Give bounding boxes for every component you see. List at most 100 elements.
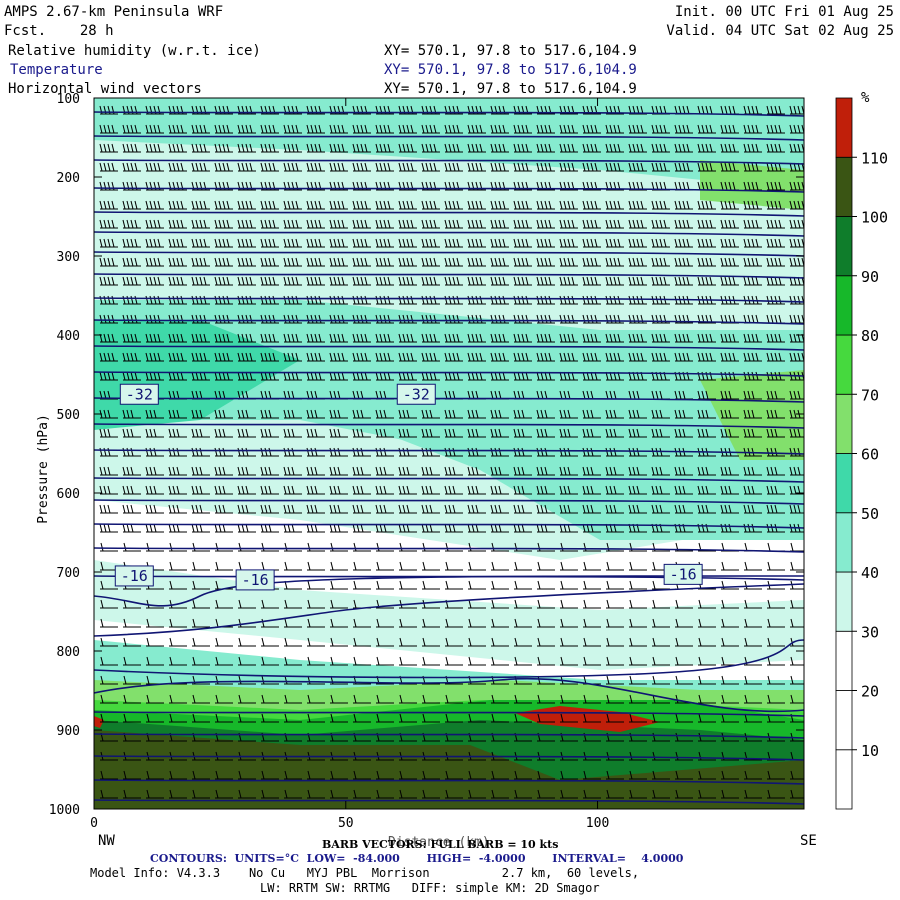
wind-barb	[652, 732, 670, 742]
y-tick-label: 800	[57, 645, 80, 660]
wind-barb	[145, 238, 164, 248]
wind-barb	[306, 409, 325, 419]
wind-barb	[652, 637, 670, 647]
wind-barb	[398, 257, 417, 267]
wind-barb	[467, 276, 486, 286]
y-tick-label: 600	[57, 487, 80, 502]
wind-barb	[652, 656, 670, 666]
wind-barb	[191, 219, 210, 229]
wind-barb	[238, 656, 256, 666]
wind-barb	[192, 656, 210, 666]
wind-barb	[744, 694, 762, 704]
wind-barb	[605, 447, 624, 457]
wind-barb	[306, 295, 325, 305]
wind-barb	[237, 295, 256, 305]
wind-barb	[100, 542, 118, 552]
wind-barb	[537, 656, 555, 666]
wind-barb	[744, 770, 762, 780]
wind-barb	[789, 485, 804, 495]
y-tick-label: 300	[57, 250, 80, 265]
wind-barb	[352, 200, 371, 210]
wind-barb	[398, 409, 417, 419]
wind-barb	[329, 219, 348, 229]
wind-barb	[306, 466, 325, 476]
wind-barb	[284, 789, 302, 799]
wind-barb	[168, 276, 187, 286]
wind-barb	[628, 162, 647, 172]
wind-barb	[560, 656, 578, 666]
wind-barb	[100, 637, 118, 647]
wind-barb	[214, 485, 233, 495]
wind-barb	[283, 314, 302, 324]
wind-barb	[398, 162, 417, 172]
wind-barb	[122, 238, 141, 248]
wind-barb	[398, 276, 417, 286]
field-label-temperature: Temperature	[10, 62, 103, 78]
wind-barb	[559, 276, 578, 286]
wind-barb	[261, 789, 279, 799]
wind-barb	[675, 599, 693, 609]
wind-barb	[169, 789, 187, 799]
wind-barb	[560, 713, 578, 723]
wind-barb	[169, 580, 187, 590]
wind-barb	[307, 770, 325, 780]
wind-barb	[237, 200, 256, 210]
wind-barb	[283, 409, 302, 419]
wind-barb	[352, 466, 371, 476]
wind-barb	[766, 295, 785, 305]
wind-barb	[467, 257, 486, 267]
wind-barb	[721, 618, 739, 628]
wind-barb	[629, 637, 647, 647]
wind-barb	[375, 466, 394, 476]
wind-barb	[191, 485, 210, 495]
wind-barb	[329, 314, 348, 324]
wind-barb	[697, 219, 716, 229]
wind-barb	[191, 409, 210, 419]
wind-barb	[100, 713, 118, 723]
wind-barb	[122, 200, 141, 210]
wind-barb	[168, 428, 187, 438]
wind-barb	[583, 770, 601, 780]
wind-barb	[330, 789, 348, 799]
wind-barb	[790, 770, 804, 780]
contour-info: CONTOURS: UNITS=°C LOW= -84.000 HIGH= -4…	[150, 852, 684, 865]
wind-barb	[261, 656, 279, 666]
wind-barb	[375, 314, 394, 324]
wind-barb	[214, 314, 233, 324]
wind-barb	[422, 656, 440, 666]
wind-barb	[283, 181, 302, 191]
wind-barb	[421, 143, 440, 153]
wind-barb	[261, 618, 279, 628]
isotherm-label-text: -32	[403, 385, 430, 403]
run-title: AMPS 2.67-km Peninsula WRF	[4, 4, 224, 20]
wind-barb	[537, 789, 555, 799]
wind-barb	[491, 637, 509, 647]
wind-barb	[99, 219, 118, 229]
wind-barb	[422, 694, 440, 704]
isotherm-label: -32	[396, 383, 436, 405]
wind-barb	[376, 694, 394, 704]
wind-barb	[675, 751, 693, 761]
wind-barb	[376, 770, 394, 780]
wind-barb	[582, 276, 601, 286]
wind-barb	[560, 580, 578, 590]
wind-barb	[375, 333, 394, 343]
wind-barb	[698, 770, 716, 780]
wind-barb	[353, 580, 371, 590]
isotherm-line	[94, 187, 804, 193]
wind-barb	[99, 200, 118, 210]
wind-barb	[330, 618, 348, 628]
wind-barb	[329, 447, 348, 457]
wind-barb	[468, 656, 486, 666]
wind-barb	[789, 428, 804, 438]
colorbar-label: 50	[861, 505, 879, 523]
wind-barb	[720, 352, 739, 362]
wind-barb	[513, 124, 532, 134]
wind-barb	[675, 789, 693, 799]
wind-barb	[629, 751, 647, 761]
wind-barb	[490, 200, 509, 210]
wind-barb	[605, 352, 624, 362]
wind-barb	[720, 371, 739, 381]
wind-barb	[307, 580, 325, 590]
wind-barb	[606, 694, 624, 704]
